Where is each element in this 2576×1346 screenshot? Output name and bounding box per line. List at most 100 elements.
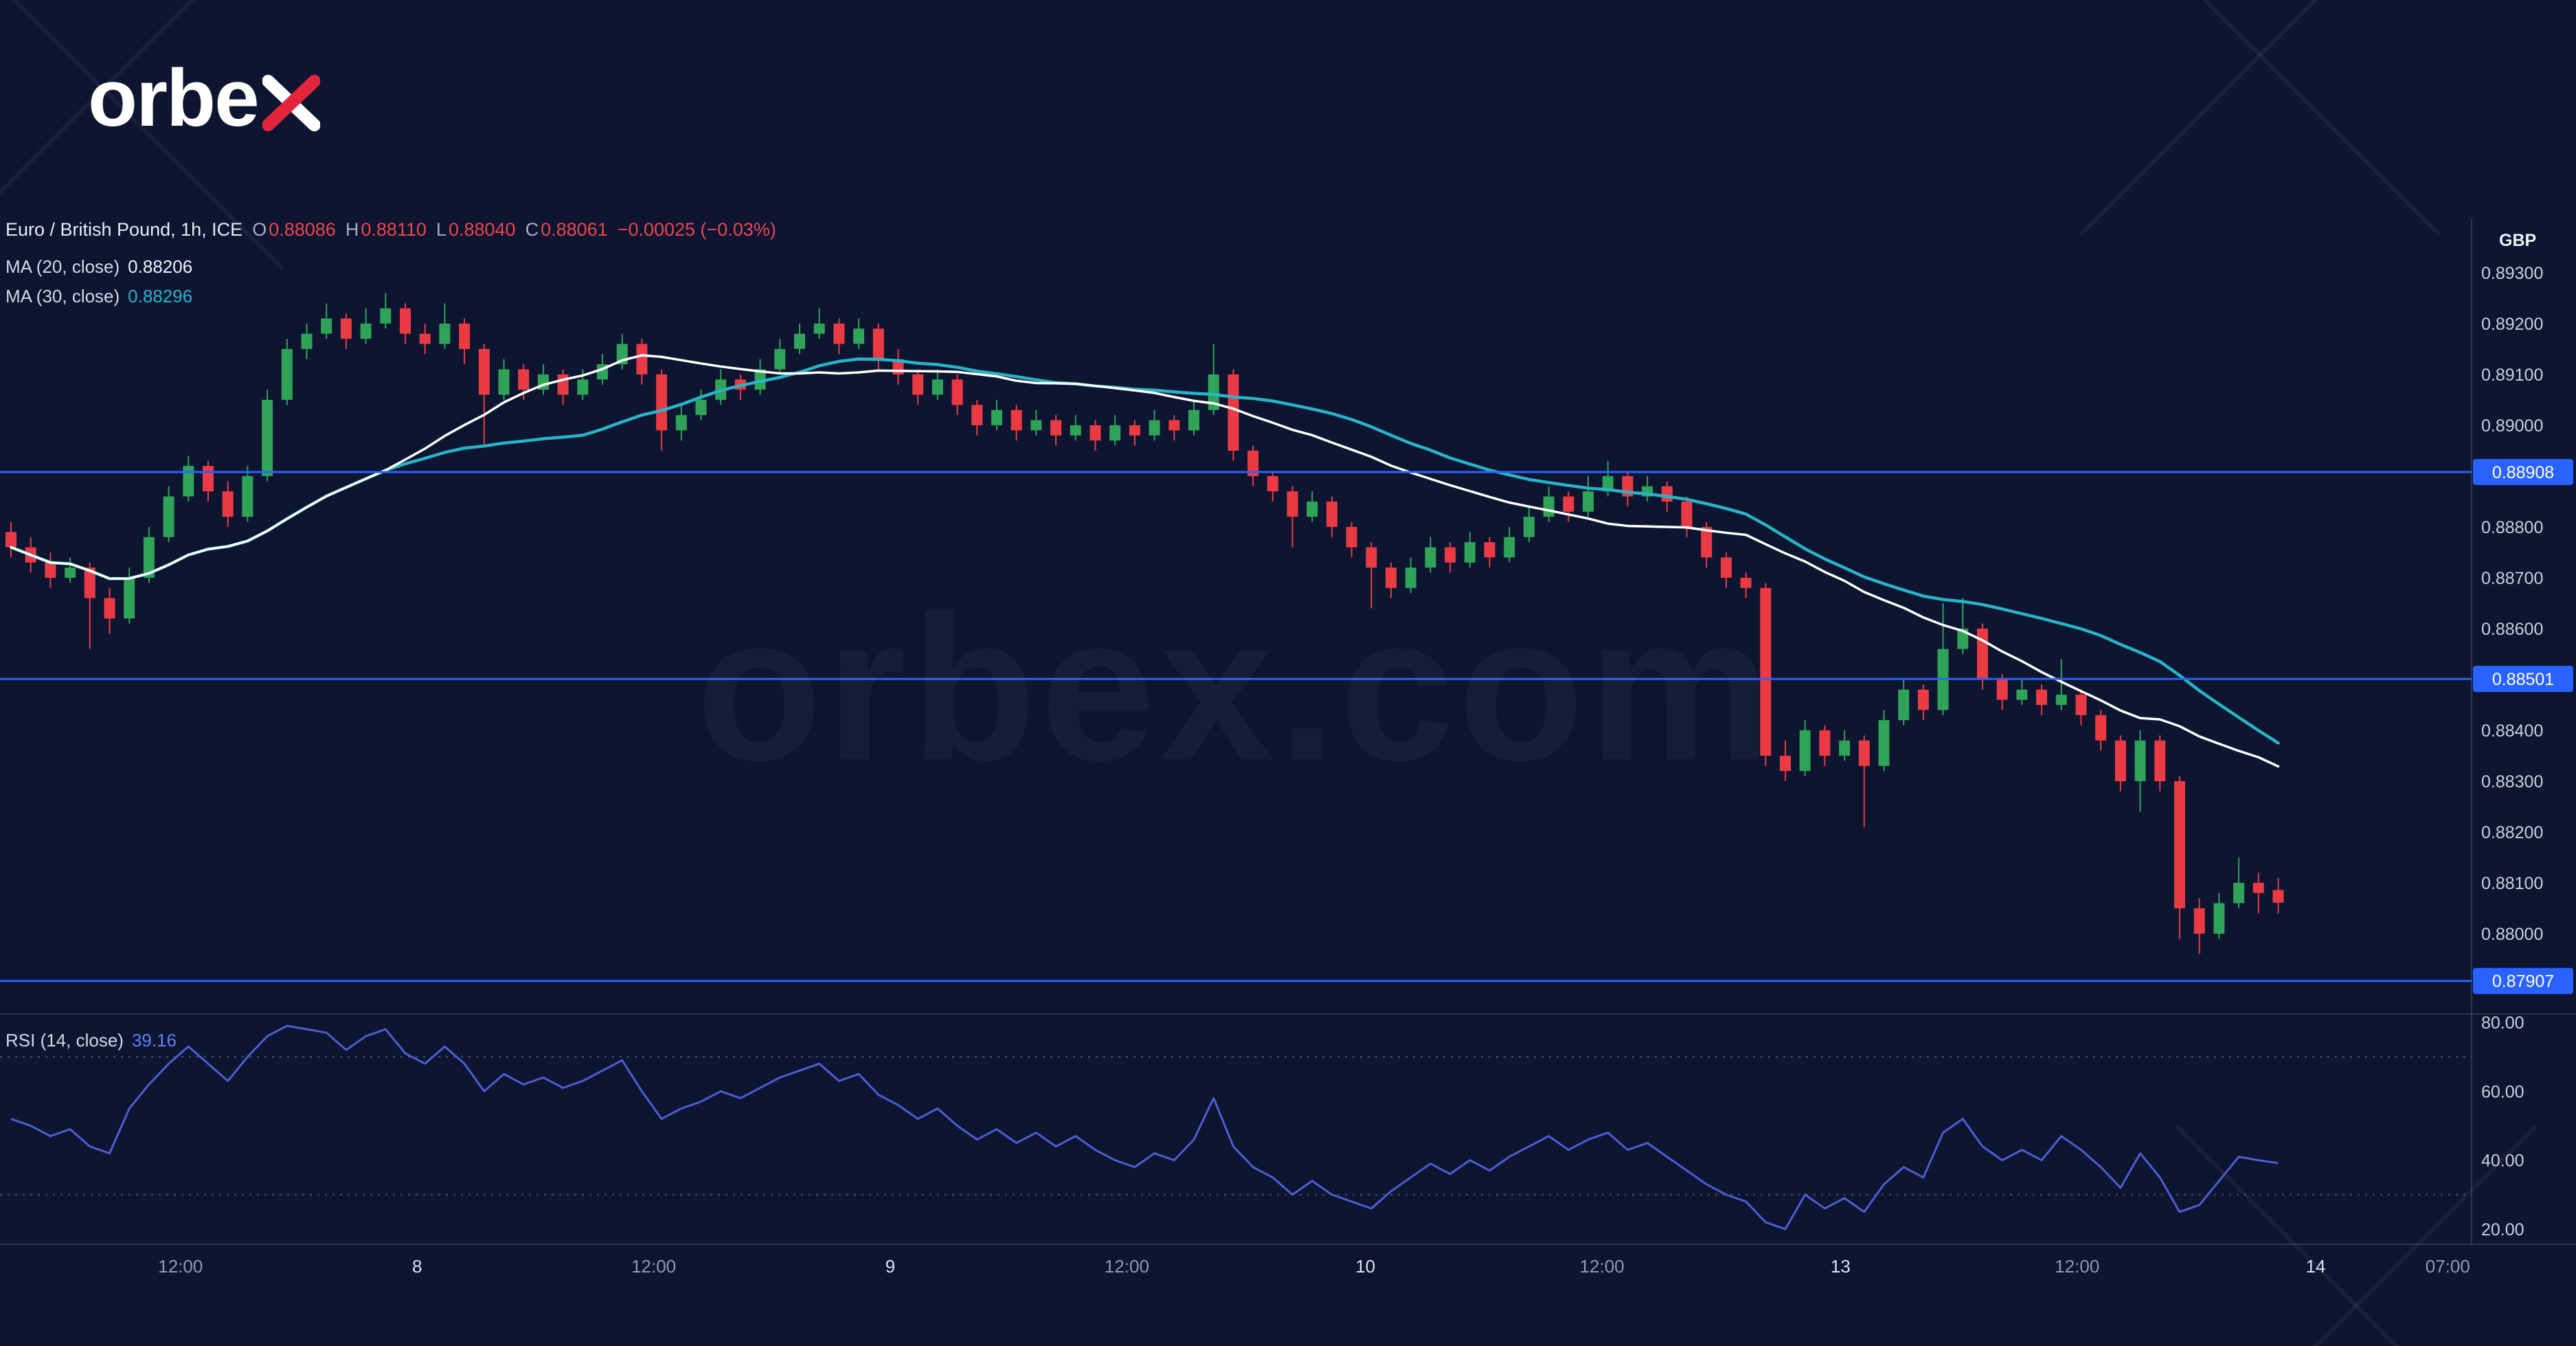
rsi-tick-label: 60.00 [2481,1082,2524,1101]
candle-body [439,323,451,344]
candle-body [1326,501,1337,527]
time-axis-label: 8 [412,1256,422,1277]
price-tick-label: 0.88100 [2481,874,2543,893]
axis-currency-label: GBP [2499,231,2537,250]
candle-body [2036,689,2048,705]
candle-body [2095,715,2107,741]
time-axis-label: 12:00 [1580,1256,1625,1277]
candle-body [1366,547,1377,568]
candle-body [400,308,411,334]
candle-body [1504,537,1515,558]
candle-body [931,379,943,395]
rsi-tick-label: 80.00 [2481,1013,2524,1033]
candle-body [695,399,707,416]
price-tick-label: 0.89200 [2481,315,2543,334]
ma30-legend[interactable]: MA (30, close) 0.88296 [5,287,192,305]
candle-body [1701,526,1713,558]
candle-body [478,348,490,395]
time-axis-label: 12:00 [158,1256,203,1277]
candle-body [2016,689,2028,700]
candle-body [1484,542,1495,558]
time-axis-label: 12:00 [1105,1256,1149,1277]
candle-body [498,369,510,395]
candle-body [557,374,569,395]
rsi-tick-label: 20.00 [2481,1220,2524,1240]
price-level-badge-label: 0.88908 [2492,463,2554,482]
candle-body [636,344,648,374]
price-level-badge [2473,666,2573,693]
candle-body [2055,695,2067,705]
price-tick-label: 0.88600 [2481,620,2543,639]
candle-body [1425,547,1436,568]
rsi-tick-label: 40.00 [2481,1152,2524,1171]
time-axis-label: 13 [1831,1256,1851,1277]
candle-body [951,379,963,405]
candle-body [675,415,687,431]
price-tick-label: 0.88400 [2481,721,2543,741]
change-value: −0.00025 (−0.03%) [617,219,776,240]
low-value: 0.88040 [448,219,516,240]
logo-word: orbe [88,53,260,144]
candle-body [1228,374,1239,451]
candle-body [1267,475,1278,492]
candle-body [1445,547,1456,563]
candle-body [242,475,253,517]
candle-body [1129,425,1140,436]
candle-body [872,328,884,359]
candle-body [1149,420,1160,436]
symbol-legend[interactable]: Euro / British Pound, 1h, ICE O 0.88086 … [5,221,786,239]
candle-body [2114,740,2126,781]
candle-body [459,323,471,349]
ma20-legend[interactable]: MA (20, close) 0.88206 [5,258,192,276]
rsi-legend[interactable]: RSI (14, close) 39.16 [5,1031,177,1049]
candle-body [45,562,56,578]
candle-body [1563,496,1574,512]
candle-body [380,308,392,324]
decorative-line [0,0,196,196]
time-axis-label: 9 [885,1256,895,1277]
rsi-label: RSI (14, close) [5,1030,124,1051]
candle-body [203,466,214,492]
candle-body [1405,568,1416,588]
price-axis[interactable] [2472,218,2576,1244]
price-tick-label: 0.89100 [2481,366,2543,385]
high-label: H [345,219,359,240]
open-label: O [252,219,267,240]
candle-body [2075,695,2087,715]
candle-body [5,532,16,548]
candle-body [1070,425,1081,436]
time-axis-label: 12:00 [2055,1256,2099,1277]
time-axis[interactable] [0,1245,2576,1292]
decorative-line [2176,1125,2400,1346]
candle-body [2174,781,2185,908]
candle-body [1050,420,1062,436]
time-axis-label: 12:00 [631,1256,676,1277]
candle-body [971,405,983,425]
time-axis-label: 07:00 [2426,1256,2470,1277]
price-tick-label: 0.88800 [2481,518,2543,537]
ma30-value: 0.88296 [128,286,193,306]
candle-body [143,537,155,578]
candle-body [1760,587,1772,756]
candle-body [321,318,332,334]
candle-body [1780,755,1791,772]
price-level-badge-label: 0.88501 [2492,670,2554,689]
high-value: 0.88110 [361,219,427,240]
candle-body [2272,890,2284,903]
candle-body [1878,720,1890,766]
decorative-line [2202,0,2441,236]
candle-body [1681,501,1693,527]
candle-body [84,568,95,598]
candle-body [1464,542,1476,563]
candle-body [1996,679,2008,700]
candle-body [222,491,234,517]
candle-body [1602,475,1614,492]
candle-body [1109,425,1121,441]
candle-body [1819,730,1831,756]
price-level-badge-label: 0.87907 [2492,972,2554,991]
candle-body [577,379,589,395]
ma20-label: MA (20, close) [5,256,120,277]
open-value: 0.88086 [269,219,336,240]
